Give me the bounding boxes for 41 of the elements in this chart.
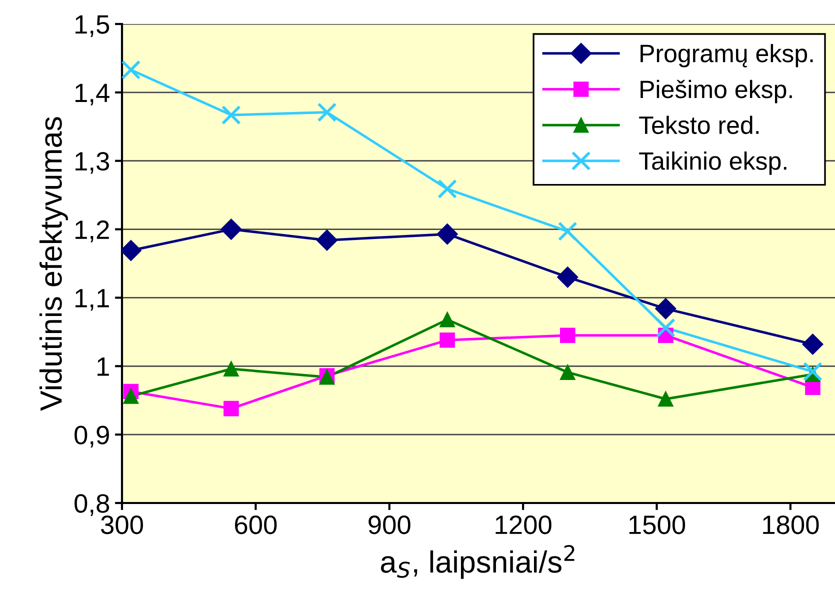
y-tick-label: 1,5 xyxy=(76,15,110,37)
legend-label: Teksto red. xyxy=(639,116,759,134)
y-tick-label: 1,2 xyxy=(76,220,109,242)
x-tick-label: 1800 xyxy=(763,516,819,534)
legend-label: Programų eksp. xyxy=(640,44,813,68)
point xyxy=(224,400,239,416)
legend-label: Piešimo eksp. xyxy=(640,80,792,104)
point xyxy=(658,391,674,407)
point xyxy=(802,334,824,355)
y-tick-label: 1,4 xyxy=(76,84,110,106)
point xyxy=(558,222,578,242)
y-tick-label: 0,9 xyxy=(74,426,109,448)
point xyxy=(560,328,576,343)
y-axis-title: Vidutinis efektyvumas xyxy=(39,117,68,411)
point xyxy=(317,102,337,122)
legend-label: Taikinio eksp. xyxy=(639,152,786,175)
point xyxy=(224,361,239,377)
point xyxy=(557,266,578,288)
x-tick-label: 900 xyxy=(368,516,410,534)
point xyxy=(802,362,822,382)
point xyxy=(655,298,676,320)
x-tick-label: 1200 xyxy=(496,516,552,534)
point xyxy=(656,318,676,338)
point xyxy=(560,364,576,380)
point xyxy=(316,230,338,251)
y-tick-label: 1,1 xyxy=(76,289,109,311)
point xyxy=(440,332,455,348)
point xyxy=(438,179,458,199)
point xyxy=(440,312,455,328)
x-tick-label: 300 xyxy=(100,516,143,534)
point xyxy=(123,388,139,404)
y-tick-label: 1 xyxy=(98,358,109,376)
x-tick-label: 1500 xyxy=(629,516,686,534)
x-tick-label: 600 xyxy=(235,516,277,534)
point xyxy=(436,224,458,245)
point xyxy=(221,105,241,125)
x-axis-title: a$_{S}$, laipsniai/s$^{2}$ xyxy=(380,544,574,579)
point xyxy=(220,218,242,240)
y-tick-label: 1,3 xyxy=(76,152,110,174)
point xyxy=(122,60,141,80)
y-tick-label: 0,8 xyxy=(74,494,110,516)
